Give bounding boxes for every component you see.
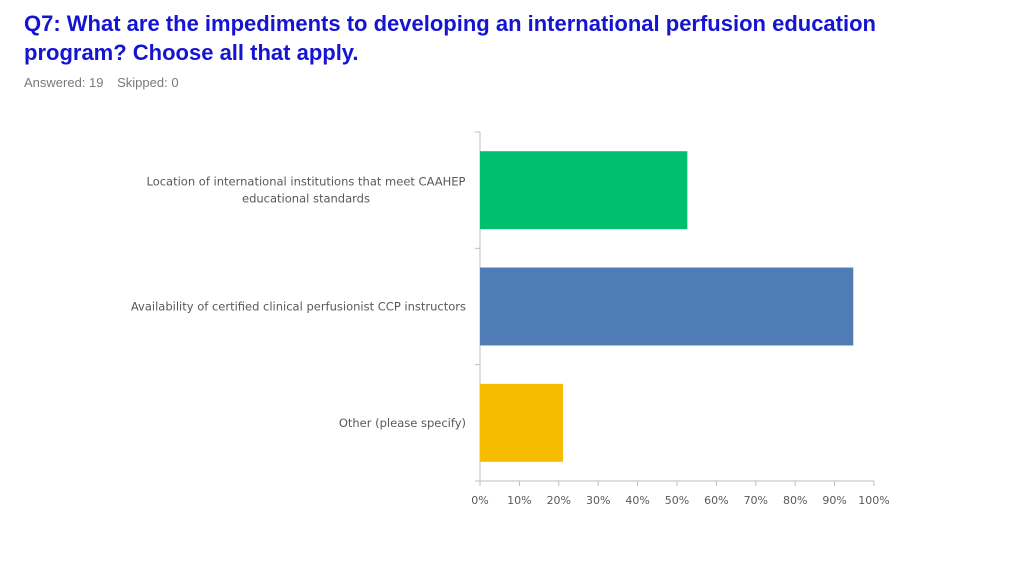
x-tick-label: 60% xyxy=(704,494,728,507)
category-label: Location of international institutions t… xyxy=(146,175,465,189)
bar xyxy=(480,151,688,230)
x-tick-label: 10% xyxy=(507,494,531,507)
x-tick-label: 100% xyxy=(858,494,889,507)
x-tick-label: 30% xyxy=(586,494,610,507)
x-tick-label: 0% xyxy=(471,494,488,507)
category-label: Availability of certified clinical perfu… xyxy=(131,300,466,314)
bar xyxy=(480,267,854,346)
x-tick-label: 80% xyxy=(783,494,807,507)
x-tick-label: 40% xyxy=(625,494,649,507)
bar xyxy=(480,383,563,462)
category-label: Other (please specify) xyxy=(339,416,466,430)
x-tick-label: 20% xyxy=(547,494,571,507)
x-tick-label: 90% xyxy=(822,494,846,507)
answered-count: Answered: 19 xyxy=(24,75,104,90)
x-tick-label: 70% xyxy=(744,494,768,507)
x-tick-label: 50% xyxy=(665,494,689,507)
response-stats: Answered: 19 Skipped: 0 xyxy=(24,74,179,92)
skipped-count: Skipped: 0 xyxy=(117,75,179,90)
question-title: Q7: What are the impediments to developi… xyxy=(24,11,876,65)
category-label: educational standards xyxy=(242,192,370,206)
